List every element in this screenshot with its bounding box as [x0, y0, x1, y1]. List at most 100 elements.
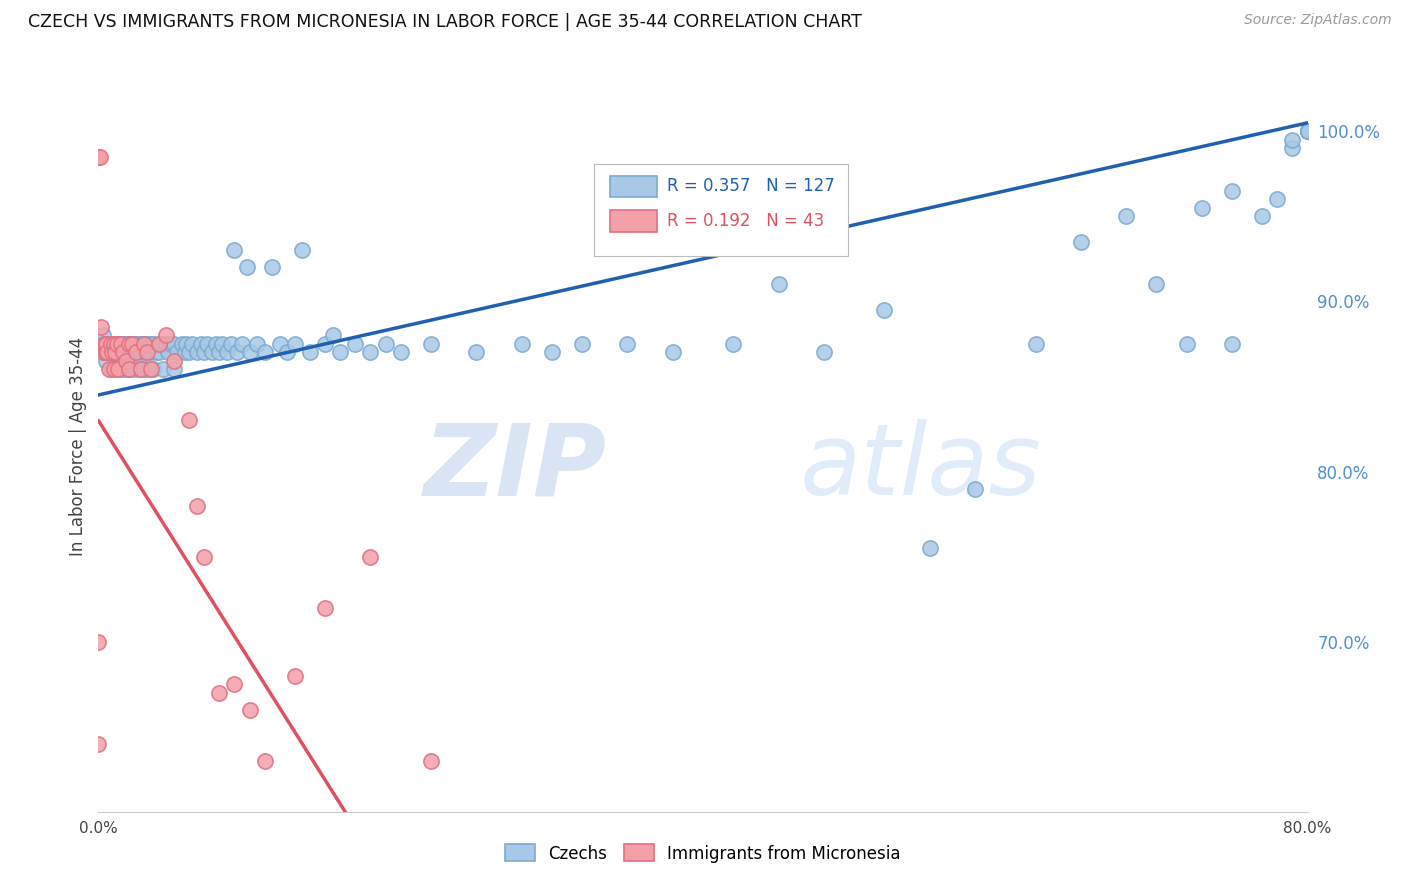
Point	[132, 337, 155, 351]
Point	[141, 345, 163, 359]
Point	[965, 482, 987, 496]
Point	[132, 362, 155, 376]
Point	[103, 345, 125, 359]
Point	[101, 337, 124, 351]
Point	[148, 345, 170, 359]
Point	[253, 754, 276, 768]
Point	[89, 150, 111, 164]
Point	[239, 345, 262, 359]
Point	[253, 345, 276, 359]
Point	[93, 345, 115, 359]
Point	[129, 337, 152, 351]
Point	[1296, 124, 1319, 138]
Point	[121, 337, 143, 351]
Point	[1296, 124, 1319, 138]
Text: ZIP: ZIP	[423, 419, 606, 516]
Point	[101, 345, 124, 359]
Point	[1296, 124, 1319, 138]
Point	[1024, 337, 1046, 351]
Point	[134, 345, 156, 359]
Point	[145, 345, 167, 359]
Point	[291, 244, 314, 258]
Point	[90, 337, 112, 351]
Point	[314, 600, 336, 615]
Point	[1267, 192, 1289, 206]
Legend: Czechs, Immigrants from Micronesia: Czechs, Immigrants from Micronesia	[499, 838, 907, 869]
Point	[262, 260, 284, 275]
Point	[94, 337, 117, 351]
Point	[111, 337, 134, 351]
Point	[239, 703, 262, 717]
Point	[163, 354, 186, 368]
Point	[93, 337, 115, 351]
Point	[143, 337, 166, 351]
Point	[201, 345, 224, 359]
Point	[110, 345, 132, 359]
Point	[125, 337, 148, 351]
Point	[1191, 201, 1213, 215]
Text: Source: ZipAtlas.com: Source: ZipAtlas.com	[1244, 13, 1392, 28]
Point	[104, 345, 127, 359]
Point	[1281, 141, 1303, 155]
Point	[91, 328, 114, 343]
Point	[571, 337, 593, 351]
Point	[208, 686, 231, 700]
Point	[1296, 124, 1319, 138]
Point	[108, 362, 131, 376]
Text: atlas: atlas	[800, 419, 1042, 516]
Point	[105, 345, 128, 359]
Point	[170, 337, 193, 351]
Point	[142, 362, 165, 376]
Point	[1220, 184, 1243, 198]
Point	[1070, 235, 1092, 249]
Point	[114, 337, 136, 351]
Point	[276, 345, 298, 359]
Point	[163, 362, 186, 376]
Point	[179, 345, 201, 359]
Point	[98, 337, 121, 351]
Point	[173, 345, 195, 359]
Point	[284, 668, 307, 682]
Point	[96, 345, 118, 359]
Point	[181, 337, 204, 351]
Point	[124, 362, 146, 376]
Point	[1115, 210, 1137, 224]
Point	[160, 337, 183, 351]
Point	[873, 302, 896, 317]
Point	[226, 345, 249, 359]
Point	[87, 737, 110, 751]
Point	[1296, 124, 1319, 138]
Point	[87, 150, 110, 164]
Point	[148, 337, 170, 351]
Point	[179, 413, 201, 427]
Point	[918, 541, 941, 555]
Point	[112, 345, 135, 359]
Point	[148, 337, 170, 351]
Point	[190, 337, 212, 351]
Point	[103, 337, 125, 351]
Point	[374, 337, 396, 351]
Text: R = 0.192   N = 43: R = 0.192 N = 43	[666, 211, 824, 230]
Point	[105, 337, 128, 351]
Point	[1281, 133, 1303, 147]
Point	[121, 337, 143, 351]
Point	[215, 345, 238, 359]
Point	[101, 345, 124, 359]
Point	[211, 337, 233, 351]
Point	[100, 362, 122, 376]
Point	[132, 337, 155, 351]
Y-axis label: In Labor Force | Age 35-44: In Labor Force | Age 35-44	[69, 336, 87, 556]
Point	[94, 345, 117, 359]
Point	[87, 634, 110, 648]
Point	[208, 345, 231, 359]
Point	[1175, 337, 1198, 351]
Point	[136, 362, 159, 376]
Point	[141, 337, 163, 351]
Point	[121, 345, 143, 359]
Point	[118, 362, 141, 376]
Point	[150, 337, 173, 351]
Point	[662, 345, 685, 359]
Point	[91, 345, 114, 359]
Point	[114, 362, 136, 376]
Point	[125, 345, 148, 359]
